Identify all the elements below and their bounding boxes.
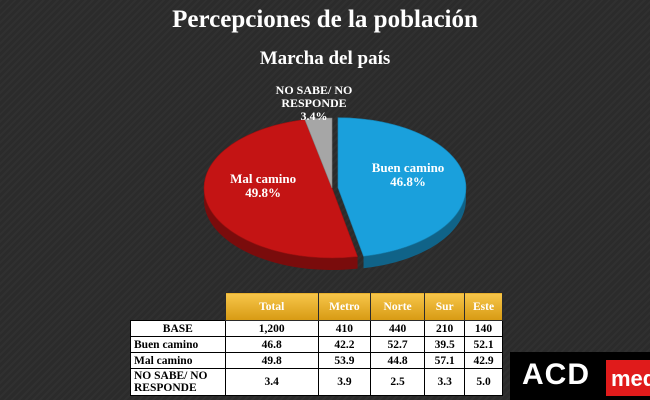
table-cell: 3.3 [424,368,466,396]
table-header-row: Total Metro Norte Sur Este [131,292,503,321]
table-cell: 1,200 [224,320,319,337]
page-title: Percepciones de la población [172,6,478,33]
table-cell: 52.1 [464,336,503,353]
table-header-cell: Norte [369,292,426,321]
table-cell: 42.9 [464,352,503,369]
pie-slice-side [204,188,358,270]
table-row: Buen camino 46.8 42.2 52.7 39.5 52.1 [130,336,503,353]
table-row-label: Mal camino [130,352,226,369]
table-cell: 140 [464,320,503,337]
table-cell: 44.8 [369,352,426,369]
table-cell: 3.9 [317,368,371,396]
pie-slice-label: 46.8% [390,174,426,189]
table-row: BASE 1,200 410 440 210 140 [130,320,503,337]
pie-slice [337,117,467,257]
table-cell: 42.2 [317,336,371,353]
table-row-label: Buen camino [130,336,226,353]
table-cell: 52.7 [369,336,426,353]
table-cell: 2.5 [369,368,426,396]
table-cell: 410 [317,320,371,337]
table-cell: 49.8 [224,352,319,369]
table-row: Mal camino 49.8 53.9 44.8 57.1 42.9 [130,352,503,369]
pie-slice-label: RESPONDE [281,96,346,110]
table-header-corner [131,293,226,321]
pie-slice-side [363,187,466,269]
table-header-cell: Metro [317,292,371,321]
pie-slice-label: 3.4% [301,109,328,123]
table-header-cell: Este [464,292,503,321]
table-header-cell: Sur [424,292,466,321]
logo-text: ACD [522,358,590,391]
pie-slice [203,119,358,259]
table-cell: 440 [369,320,426,337]
table-row-label: NO SABE/ NO RESPONDE [130,368,226,396]
table-cell: 46.8 [224,336,319,353]
pie-slice [304,117,333,189]
logo-red-block [606,360,650,396]
chart-subtitle: Marcha del país [259,48,391,69]
acd-logo: ACD med [510,352,650,400]
logo-red-text: med [611,366,650,391]
table-cell: 53.9 [317,352,371,369]
table-cell: 39.5 [424,336,466,353]
table-row: NO SABE/ NO RESPONDE 3.4 3.9 2.5 3.3 5.0 [130,368,503,396]
table-cell: 3.4 [224,368,319,396]
table-row-label: BASE [130,320,226,337]
pie-slice-label: NO SABE/ NO [276,83,353,97]
data-table: Total Metro Norte Sur Este BASE 1,200 41… [130,292,503,396]
table-header-cell: Total [224,292,319,321]
pie-slice-label: Mal camino [230,171,296,186]
table-cell: 210 [424,320,466,337]
pie-slice-label: Buen camino [372,160,445,175]
table-cell: 57.1 [424,352,466,369]
pie-slice-label: 49.8% [245,185,281,200]
table-cell: 5.0 [464,368,503,396]
